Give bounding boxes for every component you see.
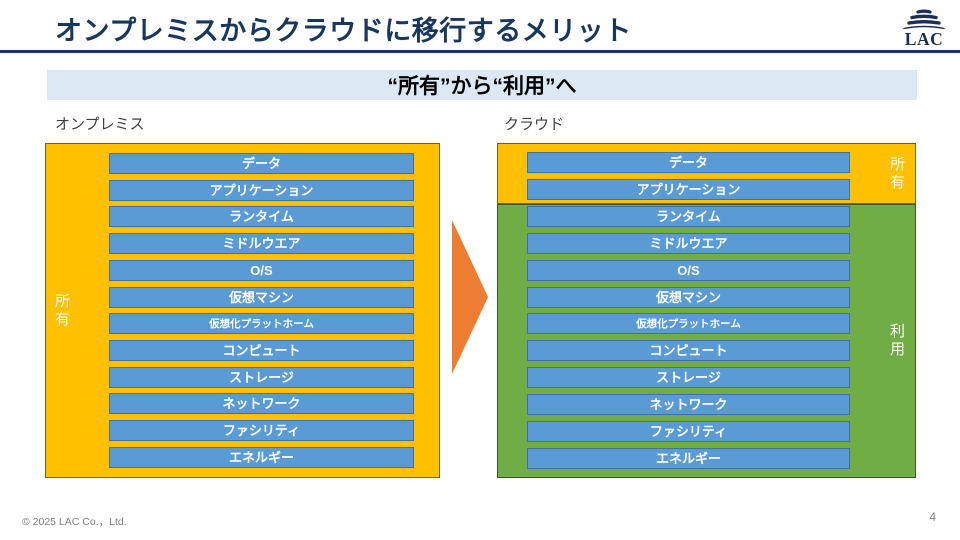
page-number: 4 [929,510,936,524]
layer-bar: 仮想化プラットホーム [527,313,850,335]
layer-bar: エネルギー [527,447,850,469]
layer-bar: コンピュート [109,340,414,362]
layer-bar: ミドルウエア [109,233,414,255]
layer-bar: ランタイム [527,205,850,227]
layer-bar: ファシリティ [109,420,414,442]
lac-dome-icon [903,9,945,30]
cloud-layer-stack: データ アプリケーション ランタイム ミドルウエア O/S 仮想マシン 仮想化プ… [527,152,850,469]
layer-bar: 仮想化プラットホーム [109,313,414,335]
layer-bar: アプリケーション [527,178,850,200]
right-arrow-icon [452,220,488,374]
page-title: オンプレミスからクラウドに移行するメリット [55,16,632,46]
onprem-ownership-label: 所有 [54,292,70,328]
layer-bar: 仮想マシン [109,286,414,308]
cloud-usage-label: 利用 [889,323,905,358]
layer-bar: O/S [527,259,850,281]
title-divider [0,50,960,53]
lac-logo-text: LAC [905,29,943,49]
layer-bar: ランタイム [109,206,414,228]
onprem-column-label: オンプレミス [55,116,145,133]
layer-bar: アプリケーション [109,179,414,201]
layer-bar: ストレージ [527,367,850,389]
layer-bar: O/S [109,259,414,281]
layer-bar: ミドルウエア [527,232,850,254]
footer-copyright: © 2025 LAC Co.，Ltd. [22,516,127,528]
lac-logo: LAC [903,9,945,49]
layer-bar: ネットワーク [527,394,850,416]
onprem-layer-stack: データ アプリケーション ランタイム ミドルウエア O/S 仮想マシン 仮想化プ… [109,153,414,468]
cloud-column-label: クラウド [504,116,565,133]
layer-bar: データ [109,153,414,174]
layer-bar: データ [527,152,850,173]
layer-bar: コンピュート [527,340,850,362]
layer-bar: エネルギー [109,446,414,468]
layer-bar: 仮想マシン [527,286,850,308]
cloud-ownership-label: 所有 [889,155,905,191]
layer-bar: ファシリティ [527,421,850,443]
cloud-stack-box: 所有 利用 データ アプリケーション ランタイム ミドルウエア O/S 仮想マシ… [497,143,916,478]
layer-bar: ネットワーク [109,393,414,415]
banner-text: “所有”から“利用”へ [387,75,577,98]
onprem-stack-box: 所有 データ アプリケーション ランタイム ミドルウエア O/S 仮想マシン 仮… [45,143,440,478]
layer-bar: ストレージ [109,366,414,388]
banner: “所有”から“利用”へ [47,70,917,100]
